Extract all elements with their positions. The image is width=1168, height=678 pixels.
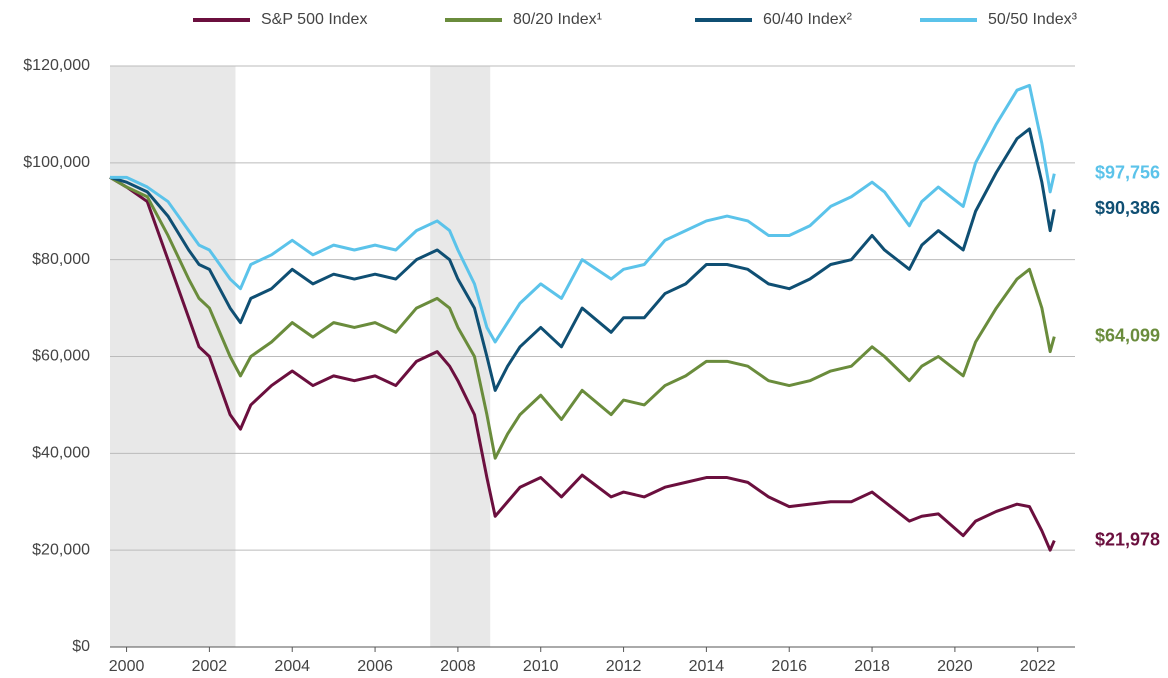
y-tick-label: $80,000: [32, 251, 90, 268]
y-tick-label: $120,000: [23, 57, 90, 74]
x-tick-label: 2004: [274, 658, 310, 675]
legend-label: S&P 500 Index: [261, 11, 367, 28]
x-tick-label: 2012: [606, 658, 642, 675]
y-tick-label: $60,000: [32, 348, 90, 365]
end-label: $97,756: [1095, 162, 1160, 182]
y-tick-label: $40,000: [32, 445, 90, 462]
series-line: [109, 127, 1056, 392]
y-tick-label: $20,000: [32, 541, 90, 558]
series-line: [109, 176, 1056, 460]
x-tick-label: 2018: [854, 658, 890, 675]
x-tick-label: 2006: [357, 658, 393, 675]
x-tick-label: 2016: [771, 658, 807, 675]
y-tick-label: $100,000: [23, 154, 90, 171]
legend-label: 80/20 Index¹: [513, 11, 602, 28]
x-tick-label: 2000: [109, 658, 145, 675]
x-tick-label: 2002: [192, 658, 228, 675]
x-tick-label: 2014: [689, 658, 725, 675]
end-label: $21,978: [1095, 529, 1160, 549]
x-tick-label: 2008: [440, 658, 476, 675]
legend-label: 50/50 Index³: [988, 11, 1078, 28]
series-line: [109, 176, 1056, 552]
x-tick-label: 2022: [1020, 658, 1056, 675]
x-tick-label: 2010: [523, 658, 559, 675]
end-label: $64,099: [1095, 325, 1160, 345]
x-tick-label: 2020: [937, 658, 973, 675]
end-label: $90,386: [1095, 198, 1160, 218]
y-tick-label: $0: [72, 638, 90, 655]
legend-label: 60/40 Index²: [763, 11, 853, 28]
series-line: [110, 83, 1056, 344]
